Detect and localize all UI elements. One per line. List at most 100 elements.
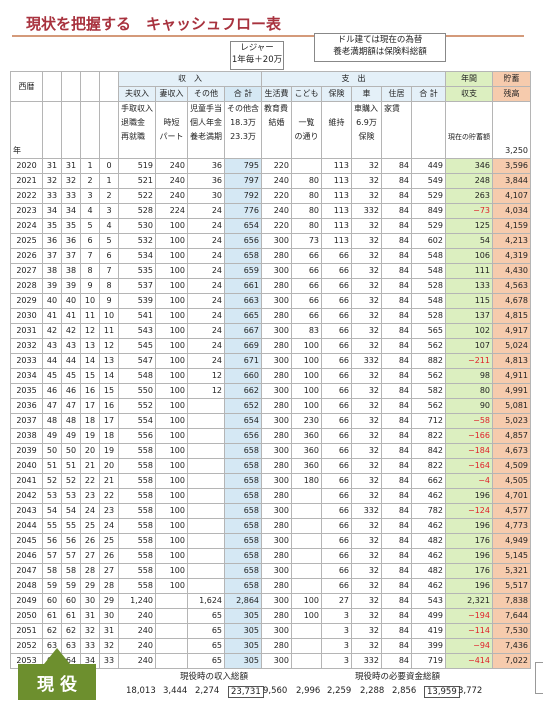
table-cell: 2023: [10, 203, 43, 219]
table-cell: 19: [99, 443, 119, 459]
table-cell: 300: [261, 443, 292, 459]
table-cell: 42: [42, 323, 62, 339]
table-cell: 360: [291, 443, 322, 459]
table-cell: [187, 413, 225, 429]
table-cell: −124: [445, 503, 493, 519]
table-cell: 32: [351, 368, 382, 384]
table-cell: [187, 488, 225, 504]
table-cell: 1,624: [187, 593, 225, 609]
table-row: 2036 47 47 17 16 552 100 652 280 100 66 32 84 562 90 5,…: [10, 398, 531, 414]
table-cell: 84: [381, 293, 412, 309]
table-cell: 548: [411, 248, 446, 264]
table-cell: 535: [118, 263, 156, 279]
table-cell: 100: [291, 593, 322, 609]
table-cell: 0: [99, 158, 119, 174]
table-cell: [291, 488, 322, 504]
table-cell: 482: [411, 563, 446, 579]
table-cell: 25: [80, 518, 100, 534]
table-cell: 3: [321, 623, 352, 639]
table-cell: 24: [187, 233, 225, 249]
table-cell: 32: [351, 173, 382, 189]
table-cell: [291, 548, 322, 564]
table-cell: 300: [261, 563, 292, 579]
table-cell: 100: [155, 263, 188, 279]
table-cell: 280: [261, 458, 292, 474]
table-cell: 240: [118, 653, 156, 669]
table-cell: 84: [381, 173, 412, 189]
table-cell: 543: [118, 323, 156, 339]
table-row: 2043 54 54 24 23 558 100 658 300 66 332 84 782 −124 4,…: [10, 503, 531, 519]
table-cell: 84: [381, 488, 412, 504]
table-cell: 196: [445, 578, 493, 594]
table-cell: 300: [261, 533, 292, 549]
table-cell: 669: [224, 338, 262, 354]
table-cell: 3: [80, 188, 100, 204]
note-text: の通り: [291, 130, 322, 144]
table-cell: 32: [351, 188, 382, 204]
table-cell: 300: [261, 323, 292, 339]
table-cell: 462: [411, 488, 446, 504]
table-cell: 220: [261, 188, 292, 204]
table-cell: 44: [42, 353, 62, 369]
table-cell: 100: [155, 503, 188, 519]
table-cell: 66: [321, 488, 352, 504]
table-cell: 558: [118, 503, 156, 519]
table-cell: 24: [187, 323, 225, 339]
table-cell: 66: [321, 398, 352, 414]
total-value: 13,959: [424, 686, 460, 698]
active-period-badge: [18, 664, 96, 700]
table-cell: 48: [42, 413, 62, 429]
table-cell: 100: [155, 518, 188, 534]
table-cell: 66: [291, 293, 322, 309]
table-cell: 360: [291, 428, 322, 444]
table-cell: 32: [351, 593, 382, 609]
table-cell: 2026: [10, 248, 43, 264]
table-cell: 346: [445, 158, 493, 174]
table-cell: 100: [155, 218, 188, 234]
table-cell: [187, 428, 225, 444]
table-cell: 84: [381, 428, 412, 444]
table-cell: 14: [80, 353, 100, 369]
table-cell: 41: [61, 308, 81, 324]
table-cell: [187, 458, 225, 474]
table-cell: 84: [381, 638, 412, 654]
table-cell: 24: [187, 278, 225, 294]
table-cell: 113: [321, 233, 352, 249]
table-cell: 37: [61, 248, 81, 264]
total-value: 2,996: [296, 686, 321, 696]
table-cell: [187, 518, 225, 534]
table-cell: 100: [155, 473, 188, 489]
table-cell: [155, 653, 188, 669]
table-row: 2025 36 36 6 5 532 100 24 656 300 73 113 32 84 602 54 4,…: [10, 233, 531, 249]
table-row: 2046 57 57 27 26 558 100 658 280 66 32 84 462 196 5,14…: [10, 548, 531, 564]
table-row: 2047 58 58 28 27 558 100 658 300 66 32 84 482 176 5,32…: [10, 563, 531, 579]
table-cell: 882: [411, 353, 446, 369]
table-cell: 48: [61, 413, 81, 429]
table-cell: 84: [381, 473, 412, 489]
table-cell: 5,145: [492, 548, 531, 564]
table-cell: 3,596: [492, 158, 531, 174]
table-cell: 113: [321, 158, 352, 174]
table-cell: 196: [445, 548, 493, 564]
table-cell: [187, 443, 225, 459]
table-cell: 84: [381, 443, 412, 459]
callout-line: レジャー: [240, 43, 274, 53]
table-cell: 537: [118, 278, 156, 294]
table-cell: 113: [321, 203, 352, 219]
table-cell: 556: [118, 428, 156, 444]
table-cell: 2027: [10, 263, 43, 279]
table-cell: 33: [80, 638, 100, 654]
savings-header: 貯蓄: [492, 71, 531, 87]
note-text: 6.9万: [351, 116, 382, 130]
table-cell: 4,991: [492, 383, 531, 399]
table-cell: 32: [351, 308, 382, 324]
annual-header: 年間: [445, 71, 493, 87]
note-text: パート: [155, 130, 188, 144]
table-cell: 31: [99, 623, 119, 639]
table-cell: 11: [80, 308, 100, 324]
table-cell: 9: [80, 278, 100, 294]
table-cell: 32: [351, 278, 382, 294]
total-value: 2,856: [392, 686, 417, 696]
table-cell: 558: [118, 473, 156, 489]
table-cell: 399: [411, 638, 446, 654]
